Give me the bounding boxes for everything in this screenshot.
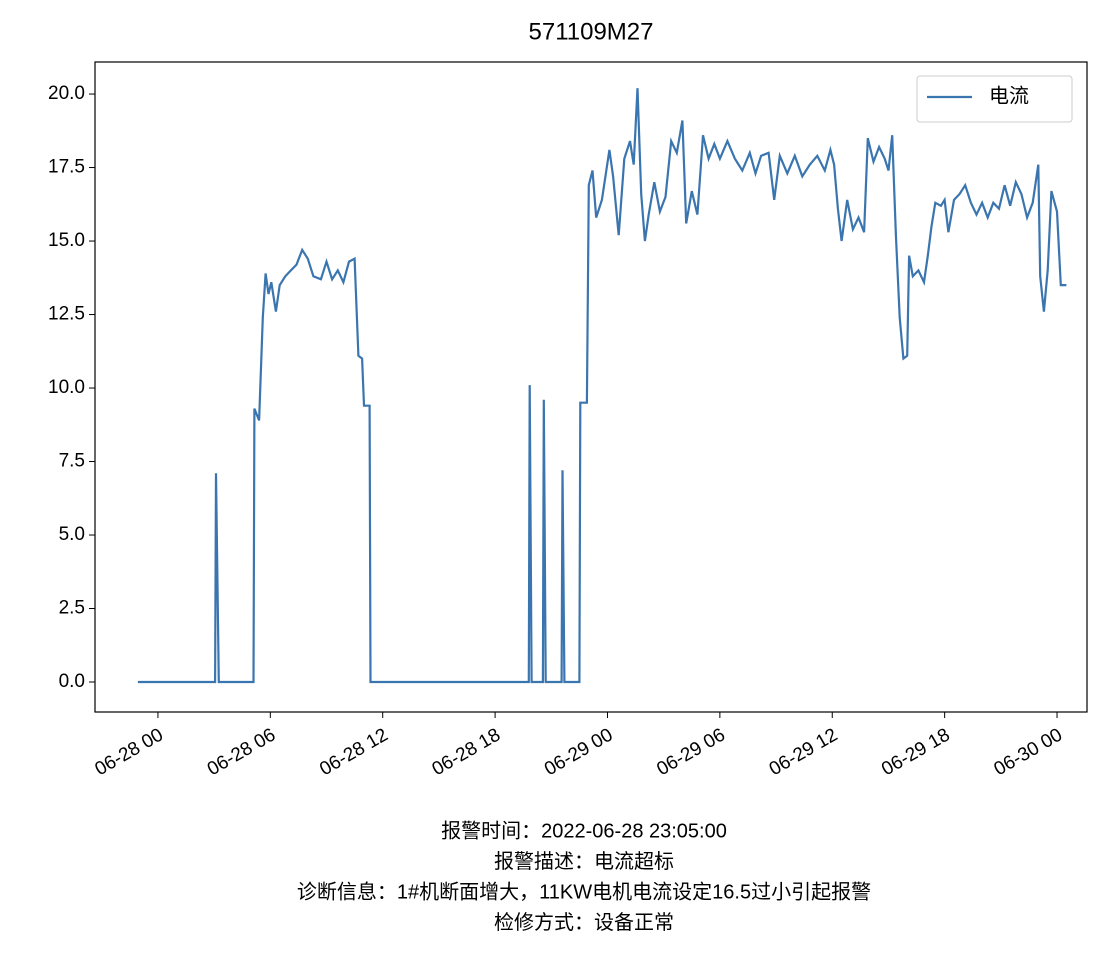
x-tick-label: 06-28 06	[204, 724, 279, 780]
chart-title: 571109M27	[529, 18, 654, 45]
annotation: 检修方式：设备正常	[494, 911, 674, 934]
legend-label: 电流	[989, 84, 1029, 107]
x-tick-label: 06-29 18	[878, 724, 953, 780]
x-tick-label: 06-29 12	[766, 724, 841, 780]
annotation: 报警时间：2022-06-28 23:05:00	[441, 819, 727, 842]
y-tick-label: 17.5	[48, 157, 85, 178]
plot-frame	[94, 61, 1088, 713]
y-tick-label: 7.5	[59, 451, 85, 472]
annotation: 报警描述：电流超标	[494, 850, 674, 873]
x-tick-label: 06-29 06	[653, 724, 728, 780]
x-tick-label: 06-28 00	[91, 724, 166, 780]
legend-box	[916, 75, 1073, 123]
x-tick-label: 06-30 00	[991, 724, 1066, 780]
y-tick-label: 2.5	[59, 598, 85, 619]
y-tick-label: 20.0	[48, 83, 85, 104]
x-tick-label: 06-28 12	[316, 724, 391, 780]
y-tick-label: 15.0	[48, 230, 85, 251]
y-tick-label: 5.0	[59, 524, 85, 545]
x-tick-label: 06-28 18	[429, 724, 504, 780]
x-tick-label: 06-29 00	[541, 724, 616, 780]
data-line	[137, 88, 1067, 684]
y-tick-label: 0.0	[59, 671, 85, 692]
annotation: 诊断信息：1#机断面增大，11KW电机电流设定16.5过小引起报警	[297, 880, 871, 903]
y-tick-label: 10.0	[48, 377, 85, 398]
y-tick-label: 12.5	[48, 304, 85, 325]
